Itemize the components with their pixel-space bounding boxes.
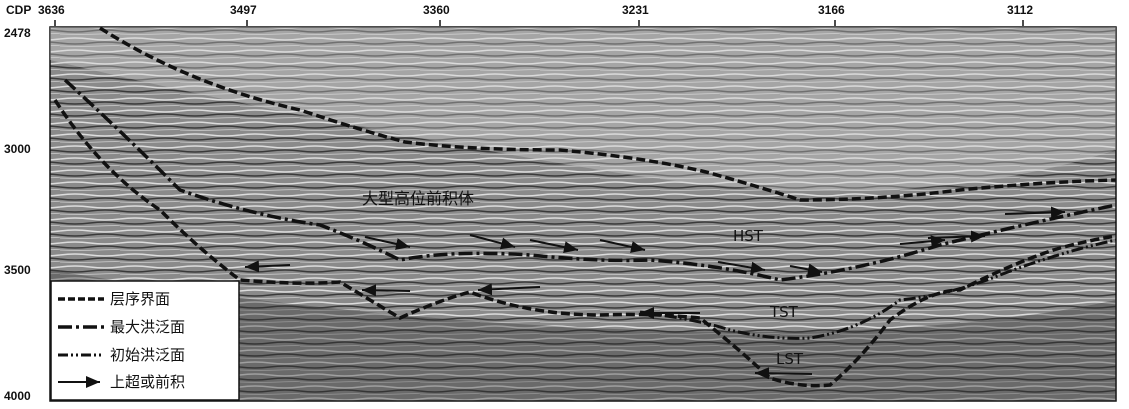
tst-label: TST bbox=[769, 303, 799, 321]
cdp-tick: 3636 bbox=[38, 3, 65, 17]
sequence-boundary-upper bbox=[99, 26, 1117, 202]
hst-label: HST bbox=[733, 227, 764, 245]
cdp-tick-marks bbox=[54, 20, 1024, 26]
time-tick: 2478 bbox=[4, 26, 31, 40]
time-tick: 4000 bbox=[4, 389, 31, 403]
cdp-tick: 3112 bbox=[1007, 3, 1033, 17]
onlap-arrows bbox=[244, 206, 1066, 380]
lst-label: LST bbox=[776, 350, 804, 368]
time-tick: 3000 bbox=[4, 142, 31, 156]
legend-label: 上超或前积 bbox=[110, 373, 185, 391]
legend-label: 最大洪泛面 bbox=[110, 318, 185, 336]
initial-flooding-surface bbox=[639, 238, 1117, 340]
cdp-axis-label: CDP bbox=[6, 3, 31, 17]
cdp-tick: 3231 bbox=[622, 3, 649, 17]
legend-label: 初始洪泛面 bbox=[110, 346, 185, 364]
sequence-boundary-lower bbox=[53, 99, 1117, 388]
legend-label: 层序界面 bbox=[110, 290, 170, 308]
cdp-tick: 3360 bbox=[423, 3, 450, 17]
highstand-body-label: 大型高位前积体 bbox=[362, 189, 474, 208]
time-tick: 3500 bbox=[4, 263, 31, 277]
cdp-tick: 3497 bbox=[230, 3, 257, 17]
legend: 层序界面 最大洪泛面 初始洪泛面 上超或前积 bbox=[50, 280, 240, 401]
maximum-flooding-surface bbox=[63, 78, 1117, 282]
cdp-tick: 3166 bbox=[818, 3, 845, 17]
